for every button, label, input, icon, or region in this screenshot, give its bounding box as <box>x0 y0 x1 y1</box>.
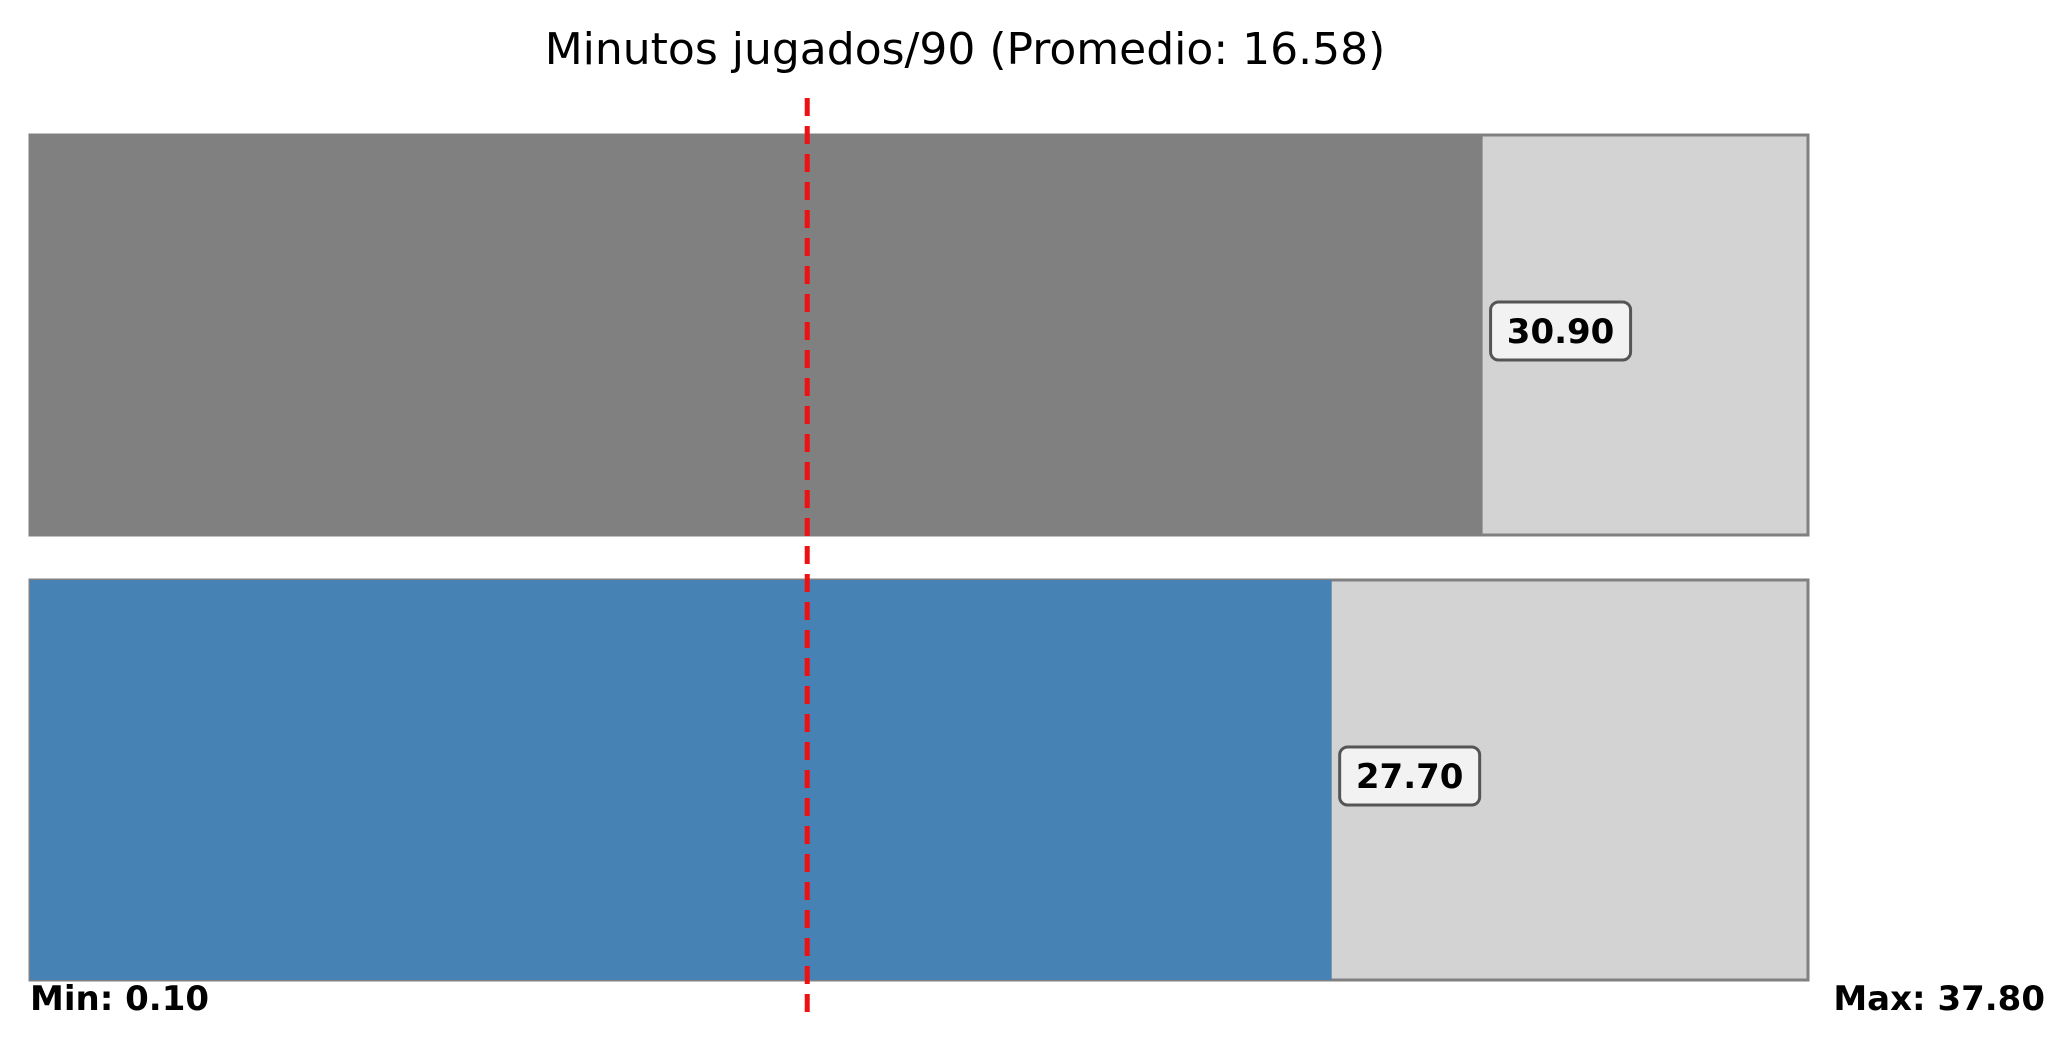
chart-title: Minutos jugados/90 (Promedio: 16.58) <box>545 24 1386 75</box>
bar-value-1 <box>30 135 1483 535</box>
min-label: Min: 0.10 <box>30 979 209 1019</box>
data-label-box-1 <box>1489 300 1633 362</box>
bars-group: 30.90 27.70 <box>28 133 1810 982</box>
data-label-2: 27.70 <box>1356 757 1464 797</box>
bar-value-2 <box>30 580 1332 980</box>
max-label: Max: 37.80 <box>1833 979 2045 1019</box>
data-label-box-2 <box>1338 745 1482 807</box>
data-label-1: 30.90 <box>1507 312 1615 352</box>
